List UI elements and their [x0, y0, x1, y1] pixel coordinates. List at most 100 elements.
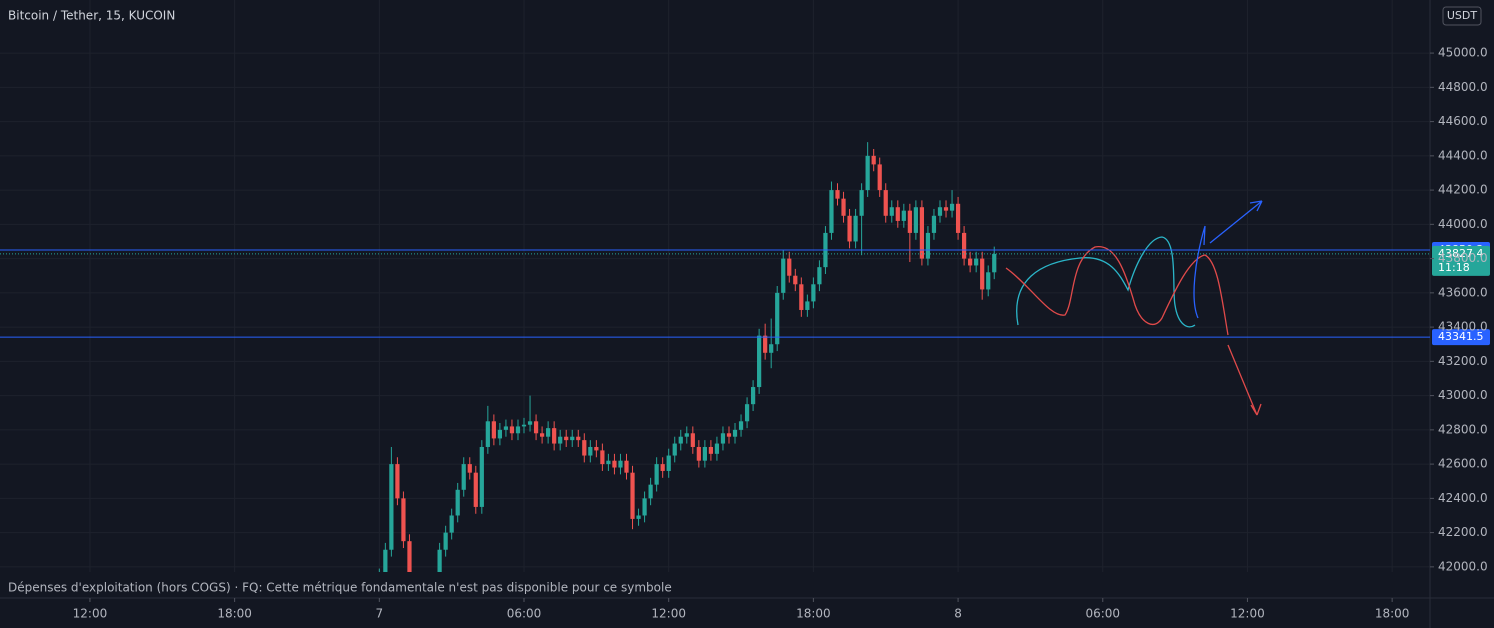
candle-body [763, 335, 768, 353]
candle-body [570, 436, 575, 441]
candle-body [618, 460, 623, 468]
candle-body [913, 207, 918, 233]
candle-body [889, 207, 894, 216]
candle-body [503, 426, 509, 430]
candle-body [992, 253, 997, 273]
candle-body [835, 190, 840, 199]
y-tick-label: 44600.0 [1438, 114, 1488, 128]
candle-body [829, 190, 834, 233]
candle-body [539, 433, 545, 437]
candle-body [389, 464, 394, 550]
candle-body [805, 301, 810, 310]
y-tick-label: 42800.0 [1438, 422, 1488, 436]
candle-body [636, 515, 641, 519]
candle-body [720, 433, 726, 444]
y-tick-label: 44800.0 [1438, 80, 1488, 94]
y-tick-label: 42200.0 [1438, 525, 1488, 539]
drawing-curve [1005, 246, 1229, 336]
x-tick-label: 18:00 [796, 607, 831, 621]
y-tick-label: 43600.0 [1438, 285, 1488, 299]
candle-body [461, 464, 466, 490]
candle-body [443, 532, 448, 550]
candle-body [919, 207, 925, 259]
currency-box[interactable] [1442, 6, 1482, 26]
candle-body [491, 421, 496, 439]
candle-body [961, 232, 967, 259]
y-tick-label: 42000.0 [1438, 559, 1488, 573]
candle-body [696, 446, 701, 461]
drawing-curve [1016, 236, 1196, 328]
candle-body [612, 460, 617, 468]
x-tick-label: 7 [376, 607, 384, 621]
candles [378, 142, 997, 572]
x-tick-label: 18:00 [217, 607, 252, 621]
price-label-box [1432, 329, 1490, 346]
y-tick-label: 43400.0 [1438, 320, 1488, 334]
candle-body [473, 472, 478, 507]
candle-body [449, 515, 454, 533]
indicator-note: Dépenses d'exploitation (hors COGS) · FQ… [8, 581, 672, 595]
candle-body [533, 421, 539, 434]
candle-body [437, 549, 442, 572]
candle-body [552, 428, 557, 444]
candle-body [877, 164, 882, 191]
grid [0, 0, 1430, 572]
candle-body [732, 429, 738, 437]
candle-body [666, 455, 671, 471]
candle-body [401, 498, 406, 542]
x-tick-label: 12:00 [73, 607, 108, 621]
candle-body [648, 484, 653, 499]
candle-body [576, 436, 581, 441]
candle-body [925, 232, 931, 259]
candle-body [527, 421, 533, 425]
candle-body [606, 460, 611, 465]
candle-body [847, 215, 852, 242]
candle-body [799, 284, 804, 310]
drawing-arrow-up [1193, 200, 1263, 319]
candle-body [582, 440, 587, 456]
x-tick-label: 12:00 [651, 607, 686, 621]
candle-body [654, 464, 659, 485]
currency[interactable]: USDT [1447, 9, 1478, 22]
x-tick-label: 06:00 [507, 607, 542, 621]
candle-body [630, 472, 635, 519]
candle-body [678, 436, 683, 444]
candle-body [757, 335, 762, 388]
candle-body [980, 258, 985, 290]
y-tick-label: 43000.0 [1438, 388, 1488, 402]
x-tick-label: 18:00 [1375, 607, 1410, 621]
price-label: 43341.5 [1438, 330, 1484, 343]
candle-body [907, 210, 912, 233]
candle-body [594, 446, 599, 451]
candle-body [546, 428, 551, 437]
candle-body [817, 267, 822, 285]
chart-title: Bitcoin / Tether, 15, KUCOIN [8, 9, 175, 23]
candle-body [781, 258, 786, 293]
countdown: 11:18 [1438, 261, 1470, 274]
candle-body [775, 292, 780, 345]
candle-body [769, 344, 774, 353]
candle-body [521, 424, 527, 427]
x-tick-label: 8 [954, 607, 962, 621]
candle-body [455, 489, 460, 516]
y-tick-label: 44400.0 [1438, 148, 1488, 162]
last-price-box [1432, 245, 1490, 276]
candle-body [841, 198, 846, 216]
candle-body [672, 443, 677, 456]
candle-body [660, 464, 665, 471]
drawing-arrow-down [1227, 344, 1262, 416]
candle-body [787, 258, 792, 276]
candle-body [859, 190, 864, 216]
candle-body [968, 258, 973, 266]
candle-body [871, 155, 876, 165]
candle-body [407, 541, 412, 572]
candle-body [624, 460, 629, 473]
candle-body [588, 446, 593, 456]
candle-body [726, 433, 732, 437]
candle-body [467, 464, 472, 473]
candle-body [986, 272, 991, 290]
candle-body [564, 436, 569, 441]
